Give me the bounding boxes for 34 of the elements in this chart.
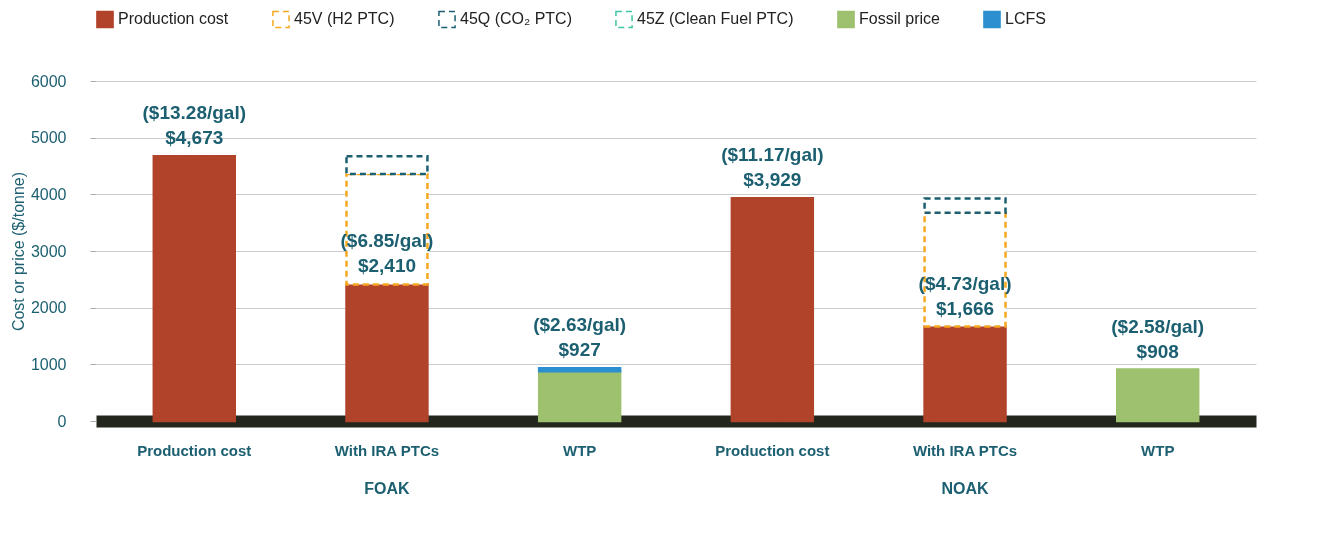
y-axis-title: Cost or price ($/tonne) (9, 171, 27, 332)
bar (152, 154, 236, 423)
y-tick-label: 0 (57, 412, 67, 430)
total-label: ($2.63/gal) $927 (533, 314, 627, 361)
bar (923, 325, 1007, 423)
bar (537, 367, 622, 373)
bar (345, 283, 429, 423)
data-label: ($13.28/gal) $4,673 (142, 102, 247, 149)
bar (537, 369, 622, 423)
y-tick-label: 1000 (30, 355, 67, 373)
y-tick-label: 3000 (30, 242, 67, 260)
bar (1116, 368, 1200, 423)
y-tick-label: 5000 (30, 129, 67, 147)
legend-label: Fossil price (859, 10, 941, 28)
x-tick-label: Production cost (137, 441, 252, 459)
legend-label: 45V (H2 PTC) (294, 10, 395, 28)
x-tick-label: With IRA PTCs (334, 441, 440, 459)
text: NOAK (941, 480, 990, 497)
x-tick-label: With IRA PTCs (912, 441, 1018, 459)
total-label: ($2.58/gal) $908 (1111, 315, 1205, 362)
x-tick-label: Production cost (715, 441, 830, 459)
x-tick-label: WTP (1141, 441, 1175, 459)
legend-label: Production cost (118, 10, 229, 28)
legend-label: LCFS (1005, 10, 1046, 28)
data-label: ($6.85/gal) $2,410 (340, 230, 434, 277)
data-label: ($11.17/gal) $3,929 (721, 144, 824, 191)
bar (730, 197, 815, 423)
x-tick-label: WTP (562, 441, 597, 459)
legend-label: 45Z (Clean Fuel PTC) (637, 10, 794, 28)
y-tick-label: 4000 (30, 185, 67, 203)
y-tick-label: 6000 (30, 72, 67, 90)
y-tick-label: 2000 (30, 299, 67, 317)
legend-label: 45Q (CO₂ PTC) (460, 10, 572, 28)
text: FOAK (364, 480, 411, 497)
